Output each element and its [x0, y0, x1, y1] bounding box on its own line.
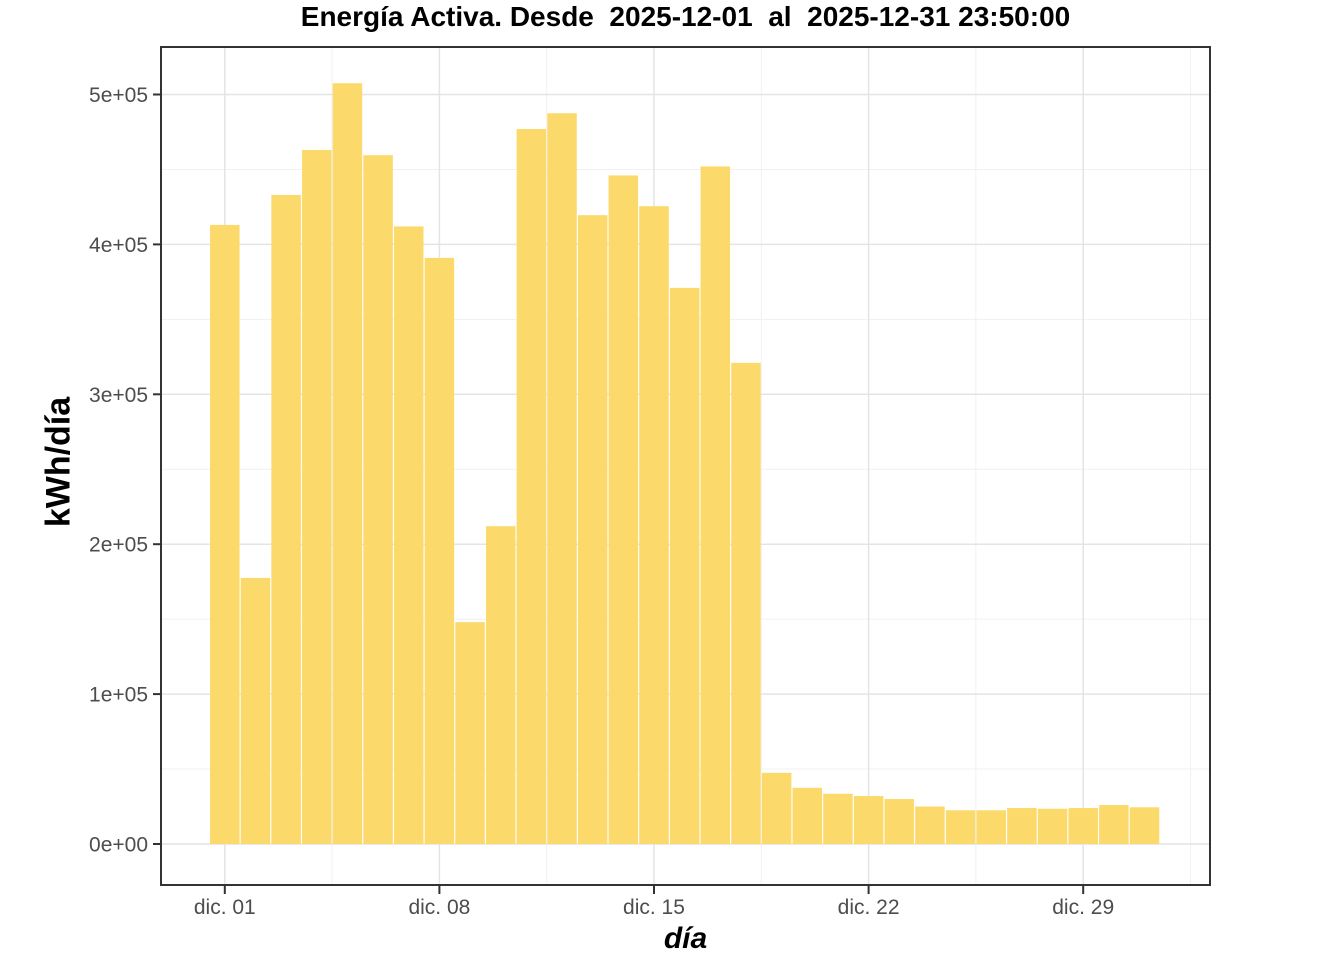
bar-2025-12-29 — [1068, 808, 1098, 844]
y-tick-label: 5e+05 — [89, 84, 148, 107]
bar-2025-12-14 — [608, 175, 639, 844]
bar-2025-12-28 — [1037, 808, 1068, 844]
x-tick-label: dic. 15 — [623, 896, 685, 919]
bar-2025-12-20 — [792, 787, 823, 844]
bar-2025-12-26 — [976, 810, 1006, 844]
x-tick-label: dic. 29 — [1052, 896, 1114, 919]
bar-2025-12-07 — [393, 226, 424, 844]
bar-2025-12-08 — [424, 257, 455, 844]
bar-2025-12-22 — [853, 796, 884, 844]
y-tick-label: 3e+05 — [89, 384, 148, 407]
x-axis-title: día — [663, 922, 708, 955]
x-tick-label: dic. 08 — [408, 896, 470, 919]
y-tick-label: 2e+05 — [89, 534, 148, 557]
bar-2025-12-02 — [240, 577, 271, 844]
panel-border — [160, 46, 1211, 886]
y-tick-label: 4e+05 — [89, 234, 148, 257]
bar-2025-12-06 — [363, 155, 393, 844]
bar-2025-12-16 — [669, 287, 700, 844]
bar-2025-12-05 — [332, 83, 363, 844]
bar-2025-12-03 — [271, 194, 301, 844]
bar-2025-12-23 — [884, 799, 914, 844]
y-tick-label: 1e+05 — [89, 684, 148, 707]
bar-2025-12-18 — [731, 362, 761, 844]
bar-2025-12-13 — [577, 215, 608, 845]
x-tick-label: dic. 01 — [194, 896, 256, 919]
bar-2025-12-31 — [1129, 807, 1160, 844]
bar-2025-12-01 — [210, 224, 240, 844]
bar-2025-12-15 — [639, 206, 669, 844]
y-tick-label: 0e+00 — [89, 834, 148, 857]
bar-2025-12-12 — [547, 113, 577, 845]
x-tick-label: dic. 22 — [838, 896, 900, 919]
y-axis-title: kWh/día — [39, 396, 78, 528]
bar-2025-12-19 — [761, 772, 792, 844]
bar-2025-12-09 — [455, 622, 485, 844]
bar-2025-12-30 — [1099, 805, 1129, 844]
bar-2025-12-04 — [302, 149, 332, 844]
bar-2025-12-11 — [516, 128, 547, 845]
bar-2025-12-21 — [823, 793, 853, 844]
chart-title: Energía Activa. Desde 2025-12-01 al 2025… — [300, 1, 1071, 32]
bar-2025-12-27 — [1007, 808, 1037, 844]
bar-2025-12-10 — [485, 526, 516, 844]
bar-2025-12-25 — [945, 810, 976, 844]
bar-2025-12-17 — [700, 166, 731, 844]
bar-2025-12-24 — [915, 806, 945, 844]
